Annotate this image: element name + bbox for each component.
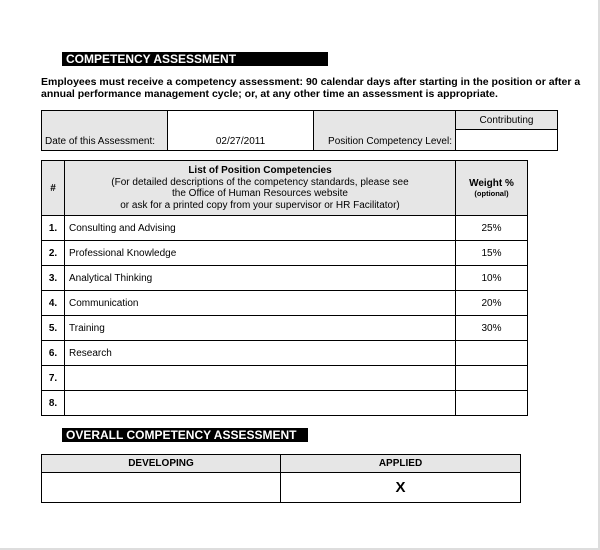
row-number: 7. (41, 365, 65, 391)
competency-name[interactable] (64, 390, 456, 416)
header-list-note-3: or ask for a printed copy from your supe… (120, 199, 400, 211)
date-label: Date of this Assessment: (41, 110, 168, 151)
competency-weight[interactable]: 30% (455, 315, 528, 341)
competency-weight[interactable]: 10% (455, 265, 528, 291)
competency-name[interactable]: Professional Knowledge (64, 240, 456, 266)
competency-name[interactable]: Training (64, 315, 456, 341)
header-weight-note: (optional) (474, 189, 509, 198)
row-number: 6. (41, 340, 65, 366)
row-number: 8. (41, 390, 65, 416)
level-option: Contributing (455, 110, 558, 130)
header-list-note-2: the Office of Human Resources website (171, 188, 348, 199)
row-number: 5. (41, 315, 65, 341)
row-number: 2. (41, 240, 65, 266)
header-weight-label: Weight % (469, 178, 514, 189)
header-list: List of Position Competencies (For detai… (64, 160, 456, 216)
competency-weight[interactable] (455, 365, 528, 391)
header-list-note-1: (For detailed descriptions of the compet… (111, 176, 409, 188)
date-field[interactable]: 02/27/2011 (167, 110, 314, 151)
competency-name[interactable]: Research (64, 340, 456, 366)
developing-header: DEVELOPING (41, 454, 281, 473)
intro-line-2: annual performance management cycle; or,… (41, 88, 498, 100)
level-field[interactable] (455, 129, 558, 151)
developing-field[interactable] (41, 472, 281, 503)
competency-name[interactable]: Communication (64, 290, 456, 316)
applied-field[interactable]: X (280, 472, 521, 503)
intro-line-1: Employees must receive a competency asse… (41, 76, 581, 88)
competency-weight[interactable] (455, 390, 528, 416)
competency-name[interactable]: Consulting and Advising (64, 215, 456, 241)
overall-title: OVERALL COMPETENCY ASSESSMENT (62, 428, 308, 442)
row-number: 3. (41, 265, 65, 291)
level-label: Position Competency Level: (313, 110, 456, 151)
header-number: # (41, 160, 65, 216)
competency-weight[interactable]: 25% (455, 215, 528, 241)
competency-name[interactable] (64, 365, 456, 391)
row-number: 1. (41, 215, 65, 241)
header-weight: Weight % (optional) (455, 160, 528, 216)
competency-name[interactable]: Analytical Thinking (64, 265, 456, 291)
section-title: COMPETENCY ASSESSMENT (62, 52, 328, 66)
competency-weight[interactable] (455, 340, 528, 366)
competency-weight[interactable]: 20% (455, 290, 528, 316)
row-number: 4. (41, 290, 65, 316)
competency-weight[interactable]: 15% (455, 240, 528, 266)
header-list-title: List of Position Competencies (188, 165, 332, 176)
applied-header: APPLIED (280, 454, 521, 473)
